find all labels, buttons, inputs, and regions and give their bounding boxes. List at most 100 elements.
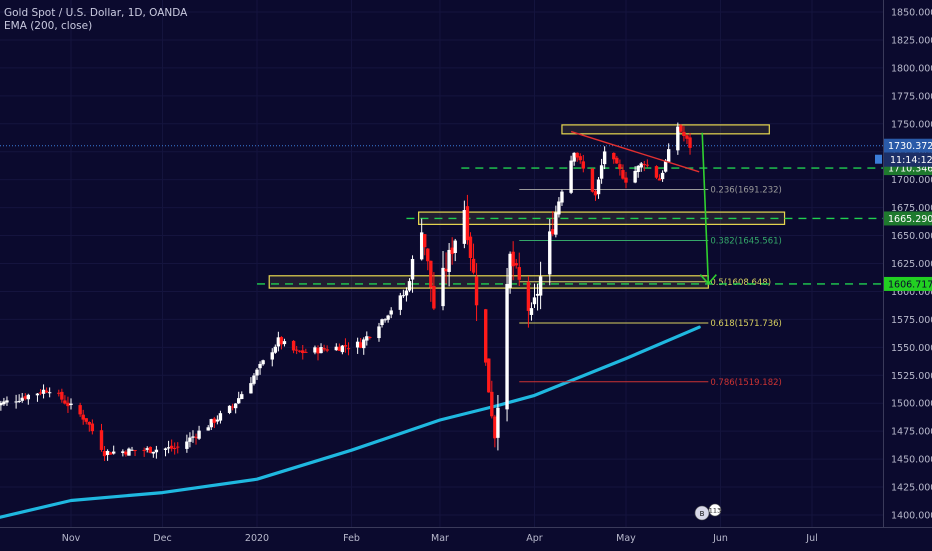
candle-body [172,447,177,449]
candle [407,278,412,293]
candle [111,445,116,455]
candle-body [258,363,262,369]
candle-body [548,231,552,275]
candle-body [380,319,384,326]
candle-body [127,448,131,456]
candle-body [60,391,64,400]
candle [581,154,585,173]
candle [249,377,253,394]
candle-body [5,400,9,403]
chart-grid [0,0,883,527]
candle [398,292,403,316]
candle-body [663,160,668,172]
candle [26,393,31,405]
candle [304,348,308,353]
candle [633,166,637,184]
candle [612,152,616,164]
candle-body [44,390,49,393]
ema-line [0,325,701,519]
candle [679,124,683,133]
candle-body [560,191,564,203]
candle-body [99,430,104,450]
candle [35,393,40,402]
candle [453,238,457,262]
candle-body [514,263,518,266]
candle-body [148,446,152,453]
candle [63,395,67,405]
candle-body [511,251,515,267]
candle [163,447,168,457]
candle-body [682,131,686,136]
candle-body [188,437,192,442]
candle [642,161,646,172]
candle-body [255,369,259,376]
candle-body [130,449,134,451]
candle-body [209,419,213,428]
candle-body [526,281,531,311]
candle-body [578,156,582,161]
candle-body [197,430,201,439]
candle-body [194,436,198,438]
fib-label: 0.618(1571.736) [710,319,782,329]
candle-body [17,400,21,402]
candle-body [602,151,607,165]
candle-body [66,402,70,407]
candle-body [484,309,488,363]
candle [148,446,152,454]
candle-body [111,451,116,454]
candle-body [508,253,512,288]
candle-body [636,165,640,173]
candle [41,384,46,399]
candle [206,425,210,431]
candle-body [57,392,61,394]
candle-body [176,446,180,448]
candle [441,251,445,311]
candle [508,251,512,294]
drawing-tools [570,130,717,285]
price-axis[interactable] [883,0,932,532]
candle [386,314,390,323]
candle-body [487,358,491,393]
candle-body [191,436,195,438]
candle-body [615,157,619,164]
candle [105,449,110,461]
candle [660,170,665,182]
candle [493,414,497,448]
candle [261,359,265,366]
candle [316,345,320,361]
candle [176,442,180,454]
candle [575,152,579,162]
candle [291,340,296,354]
candle [383,318,387,323]
candle-body [432,285,436,309]
candle-body [154,449,159,453]
candle [340,344,345,355]
candle-body [166,447,171,449]
candle-body [276,337,281,347]
candle [551,211,555,237]
candle-body [337,346,342,351]
candle-body [465,206,470,241]
candle-body [590,168,595,192]
candle-body [270,352,274,360]
candle [294,345,299,355]
candle [426,248,430,271]
candle-body [108,452,113,455]
time-axis[interactable] [0,527,932,551]
candle [404,287,409,302]
candle-body [386,315,390,320]
candle-body [151,451,156,454]
candle [133,449,137,457]
candle [618,159,622,176]
candle [474,263,479,322]
trendline [570,130,700,173]
candle-body [322,348,326,350]
candle-body [227,405,232,413]
candle [462,200,467,249]
candle [102,446,107,462]
candle [188,432,192,448]
candle-body [429,260,433,288]
candle-body [218,413,223,421]
candle [99,423,104,452]
